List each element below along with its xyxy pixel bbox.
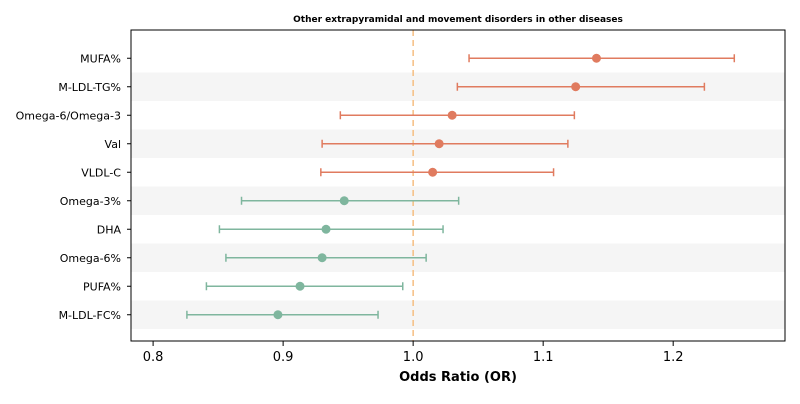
forest-row [321,139,569,149]
y-tick-label: Omega-6% [60,252,121,265]
or-point [434,139,444,149]
x-axis-label: Odds Ratio (OR) [399,370,517,385]
or-point [295,281,305,291]
or-point [447,110,457,120]
y-tick-labels: MUFA% M-LDL-TG% Omega-6/Omega-3 Val VLDL-C Om… [16,52,131,322]
x-tick-label: 0.9 [273,350,294,365]
y-tick-label: Omega-6/Omega-3 [16,109,121,122]
chart-title: Other extrapyramidal and movement disord… [293,15,623,25]
forest-row [218,224,444,234]
forest-row [320,167,555,177]
y-tick-label: MUFA% [80,52,121,65]
or-point [321,224,331,234]
or-point [317,253,327,263]
or-point [273,310,283,320]
y-tick-label: DHA [97,223,122,236]
forest-row [225,253,427,263]
y-tick-label: VLDL-C [81,166,121,179]
x-tick-label: 0.8 [143,350,164,365]
y-tick-label: M-LDL-FC% [59,309,121,322]
forest-row [339,110,576,120]
or-point [428,167,438,177]
y-tick-label: Val [105,138,121,151]
x-axis: 0.8 0.9 1.0 1.1 1.2 [143,341,684,365]
forest-row [240,196,460,206]
data-marks [186,53,736,320]
forest-row [186,310,379,320]
forest-row [456,82,706,92]
x-tick-label: 1.1 [533,350,554,365]
or-point [571,82,581,92]
or-point [591,53,601,63]
y-tick-label: PUFA% [83,280,121,293]
plot-frame [130,29,786,342]
or-point [339,196,349,206]
x-tick-label: 1.2 [663,350,684,365]
forest-row [468,53,736,63]
x-tick-label: 1.0 [403,350,424,365]
y-tick-label: Omega-3% [60,195,121,208]
forest-row [205,281,404,291]
y-tick-label: M-LDL-TG% [58,81,121,94]
